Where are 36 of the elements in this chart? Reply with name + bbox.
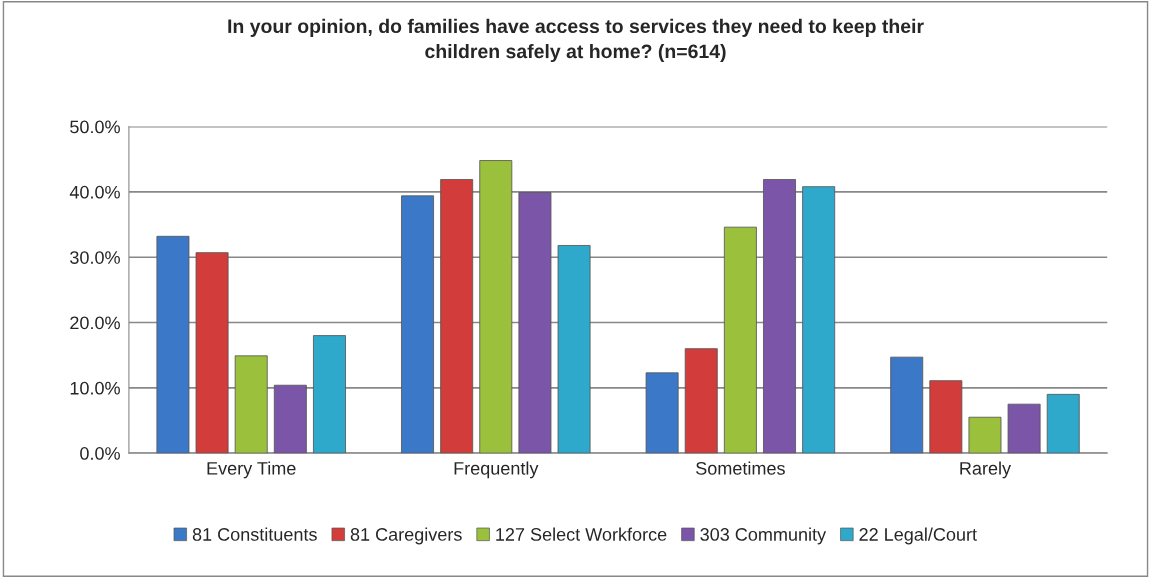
chart-title: In your opinion, do families have access to services they need to keep their children safely at home? (n=614) [228,18,924,63]
y-tick-label: 30.0% [70,251,120,264]
bar [645,372,679,454]
x-tick-label: Rarely [960,461,1012,479]
bar [684,348,718,454]
legend-label: 81 Caregivers [350,527,462,545]
bar [968,416,1002,454]
y-tick-label: 40.0% [69,185,120,199]
x-tick-label: Sometimes [696,461,785,475]
bar [234,355,268,454]
y-tick-label: 20.0% [70,316,120,330]
legend-label: 127 Select Workforce [496,527,667,541]
legend-label: 81 Constituents [192,527,317,541]
legend-label: 303 Community [700,527,827,545]
bar [1007,403,1041,454]
y-tick-label: 0.0% [80,447,120,460]
bar [763,179,796,454]
y-tick-label: 10.0% [70,381,120,395]
bar [557,245,591,454]
bar [929,380,963,454]
bar [890,356,924,454]
bar [156,235,190,454]
bar [401,195,434,454]
bar [273,384,307,454]
bar [440,179,474,454]
bar [802,186,836,454]
y-tick-label: 50.0% [70,120,120,134]
bar [723,226,757,454]
legend-label: 22 Legal/Court [859,527,977,545]
bar [313,335,346,454]
x-tick-label: Every Time [207,461,296,479]
x-tick-label: Frequently [454,461,539,479]
bar [1046,393,1080,454]
bar [479,160,513,454]
bar [195,252,229,454]
bar [518,192,552,454]
